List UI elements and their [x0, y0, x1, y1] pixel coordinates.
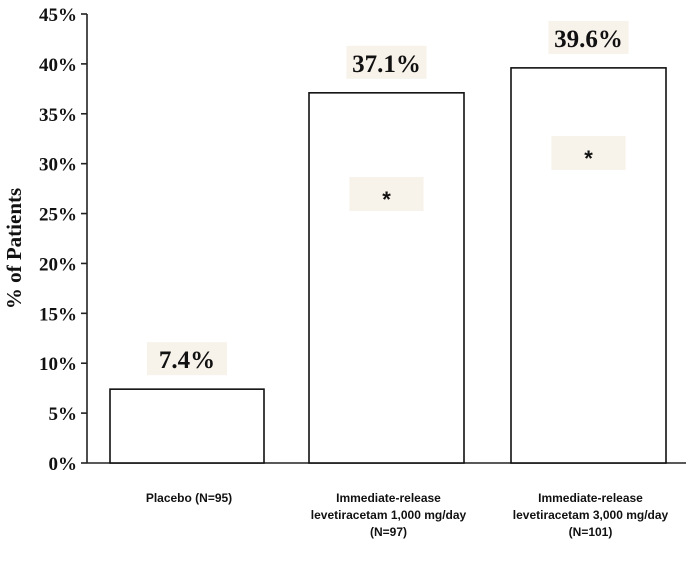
y-tick-label: 20%	[39, 254, 77, 275]
x-category-label: Immediate-release levetiracetam 1,000 mg/…	[311, 491, 467, 539]
data-label: 7.4%	[159, 347, 215, 374]
significance-marker-background	[349, 177, 424, 211]
y-tick-label: 5%	[49, 404, 78, 425]
y-axis-label-group: % of Patients	[2, 188, 26, 309]
y-tick-label: 30%	[39, 155, 77, 176]
y-tick-label: 0%	[49, 454, 78, 475]
data-label-background	[548, 20, 629, 54]
x-category-label: Placebo (N=95)	[146, 491, 232, 505]
bar	[510, 67, 667, 464]
y-tick-label: 15%	[39, 304, 77, 325]
data-label: 37.1%	[352, 51, 421, 78]
data-label-background	[147, 342, 227, 376]
bar	[308, 92, 465, 464]
bars	[109, 67, 667, 464]
y-axis-label: % of Patients	[2, 188, 26, 309]
y-tick-label: 40%	[39, 55, 77, 76]
labels: 7.4% Placebo (N=95) 37.1% * Immediate-releas…	[146, 20, 669, 539]
bar	[109, 388, 265, 464]
y-tick-label: 45%	[39, 5, 77, 26]
y-tick-label: 10%	[39, 354, 77, 375]
y-tick-label: 35%	[39, 105, 77, 126]
x-category-label: Immediate-release levetiracetam 3,000 mg/…	[513, 491, 669, 539]
y-tick-label: 25%	[39, 205, 77, 226]
significance-marker: *	[584, 146, 593, 171]
data-label-background	[346, 45, 427, 79]
data-label: 39.6%	[554, 26, 623, 53]
significance-marker: *	[382, 187, 391, 212]
significance-marker-background	[551, 136, 626, 170]
